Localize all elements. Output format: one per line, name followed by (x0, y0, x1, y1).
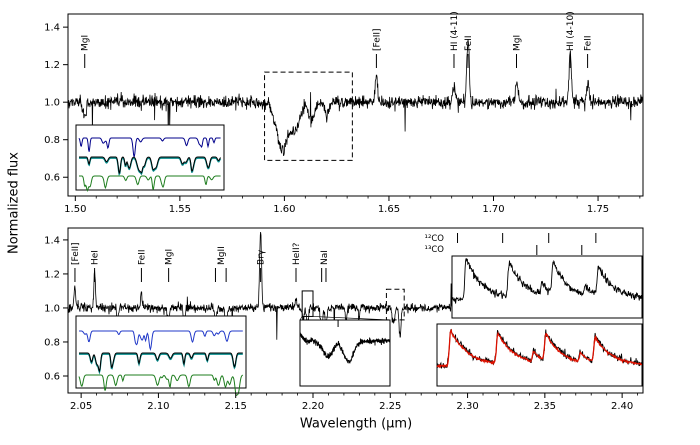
line-id-label: Brγ (257, 249, 267, 265)
line-id-label: [FeII] (372, 28, 382, 51)
y-tick-label: 1.0 (44, 98, 60, 109)
line-id-label: HeI (91, 250, 101, 265)
x-tick-label: 2.05 (70, 401, 92, 412)
template-spectrum (79, 156, 222, 175)
x-tick-label: 1.50 (64, 204, 86, 215)
line-id-label: FeII (137, 249, 147, 265)
spectrum-line (68, 38, 643, 157)
co12-label: ¹²CO (425, 234, 445, 244)
x-tick-label: 1.65 (378, 204, 400, 215)
y-tick-label: 0.8 (44, 135, 60, 146)
zoom-spectrum (299, 331, 391, 364)
co-model-inset (436, 323, 643, 387)
line-id-label: FeII (464, 35, 474, 51)
y-tick-label: 1.4 (44, 23, 60, 34)
templates-inset (75, 124, 225, 192)
co-zoom-spectrum (451, 258, 643, 304)
template-spectrum (78, 374, 244, 396)
x-axis-label: Wavelength (μm) (299, 416, 413, 432)
template-spectrum (79, 175, 221, 192)
co-model-spectrum (436, 328, 643, 369)
template-spectrum (79, 353, 243, 375)
dashed-region-box (264, 71, 353, 161)
zoom-connector (312, 316, 391, 321)
template-spectrum (79, 157, 222, 177)
y-tick-label: 1.0 (44, 303, 60, 314)
templates-inset (75, 315, 247, 396)
axis-box (67, 227, 644, 394)
x-tick-label: 1.70 (482, 204, 504, 215)
zoom-source-box (301, 290, 314, 317)
template-spectrum (79, 330, 243, 351)
template-spectrum (78, 137, 221, 158)
line-id-label: HeII? (292, 242, 302, 265)
axis-box (67, 13, 644, 197)
x-tick-label: 2.15 (225, 401, 247, 412)
inset-frame (75, 315, 247, 389)
line-id-label: NaI (320, 250, 330, 265)
y-tick-label: 1.4 (44, 235, 60, 246)
line-id-label: HI (4-11) (450, 11, 460, 51)
x-tick-label: 2.25 (379, 401, 401, 412)
y-tick-label: 0.6 (44, 173, 60, 184)
x-tick-label: 1.75 (587, 204, 609, 215)
zoom-inset (299, 319, 391, 387)
x-tick-label: 2.10 (147, 401, 169, 412)
inset-frame (451, 255, 643, 319)
spectrum-area (68, 38, 643, 157)
axes: 2.05 2.10 2.15 2.20 2.25 2.30 2.35 2.40 0.6 0.8 1.… (44, 227, 644, 412)
top-panel: MgI [FeII] HI (4-11) FeII MgI HI (4-10) FeII1.… (44, 11, 644, 215)
x-tick-label: 2.40 (611, 401, 633, 412)
x-tick-label: 2.20 (302, 401, 324, 412)
y-tick-label: 1.2 (44, 60, 60, 71)
dashed-region-box (385, 288, 405, 321)
line-id-label: HI (4-10) (566, 11, 576, 51)
template-spectrum (79, 352, 243, 373)
line-id-label: [FeII] (71, 242, 81, 265)
y-tick-label: 1.2 (44, 269, 60, 280)
zoom-connector (299, 316, 303, 321)
x-tick-label: 2.30 (456, 401, 478, 412)
co-zoom-inset (451, 255, 643, 319)
line-id-label: FeII (584, 35, 594, 51)
line-id-label: MgII (217, 246, 227, 265)
y-tick-label: 0.8 (44, 337, 60, 348)
x-tick-label: 1.60 (273, 204, 295, 215)
x-tick-label: 2.35 (534, 401, 556, 412)
axes: 1.50 1.55 1.60 1.65 1.70 1.75 0.6 0.8 1.0 1.2 1.4 (44, 13, 644, 215)
line-annotations: [FeII] HeI FeII MgI MgII Brγ HeII? NaI (71, 242, 330, 282)
line-id-label: MgI (513, 35, 523, 51)
x-tick-label: 1.55 (169, 204, 191, 215)
y-tick-label: 0.6 (44, 371, 60, 382)
inset-frame (299, 319, 391, 387)
line-id-label: MgI (165, 249, 175, 265)
y-axis-label: Normalized flux (6, 152, 22, 254)
line-annotations: MgI [FeII] HI (4-11) FeII MgI HI (4-10) FeII (81, 11, 594, 68)
co13-label: ¹³CO (425, 245, 445, 255)
line-id-label: MgI (81, 35, 91, 51)
